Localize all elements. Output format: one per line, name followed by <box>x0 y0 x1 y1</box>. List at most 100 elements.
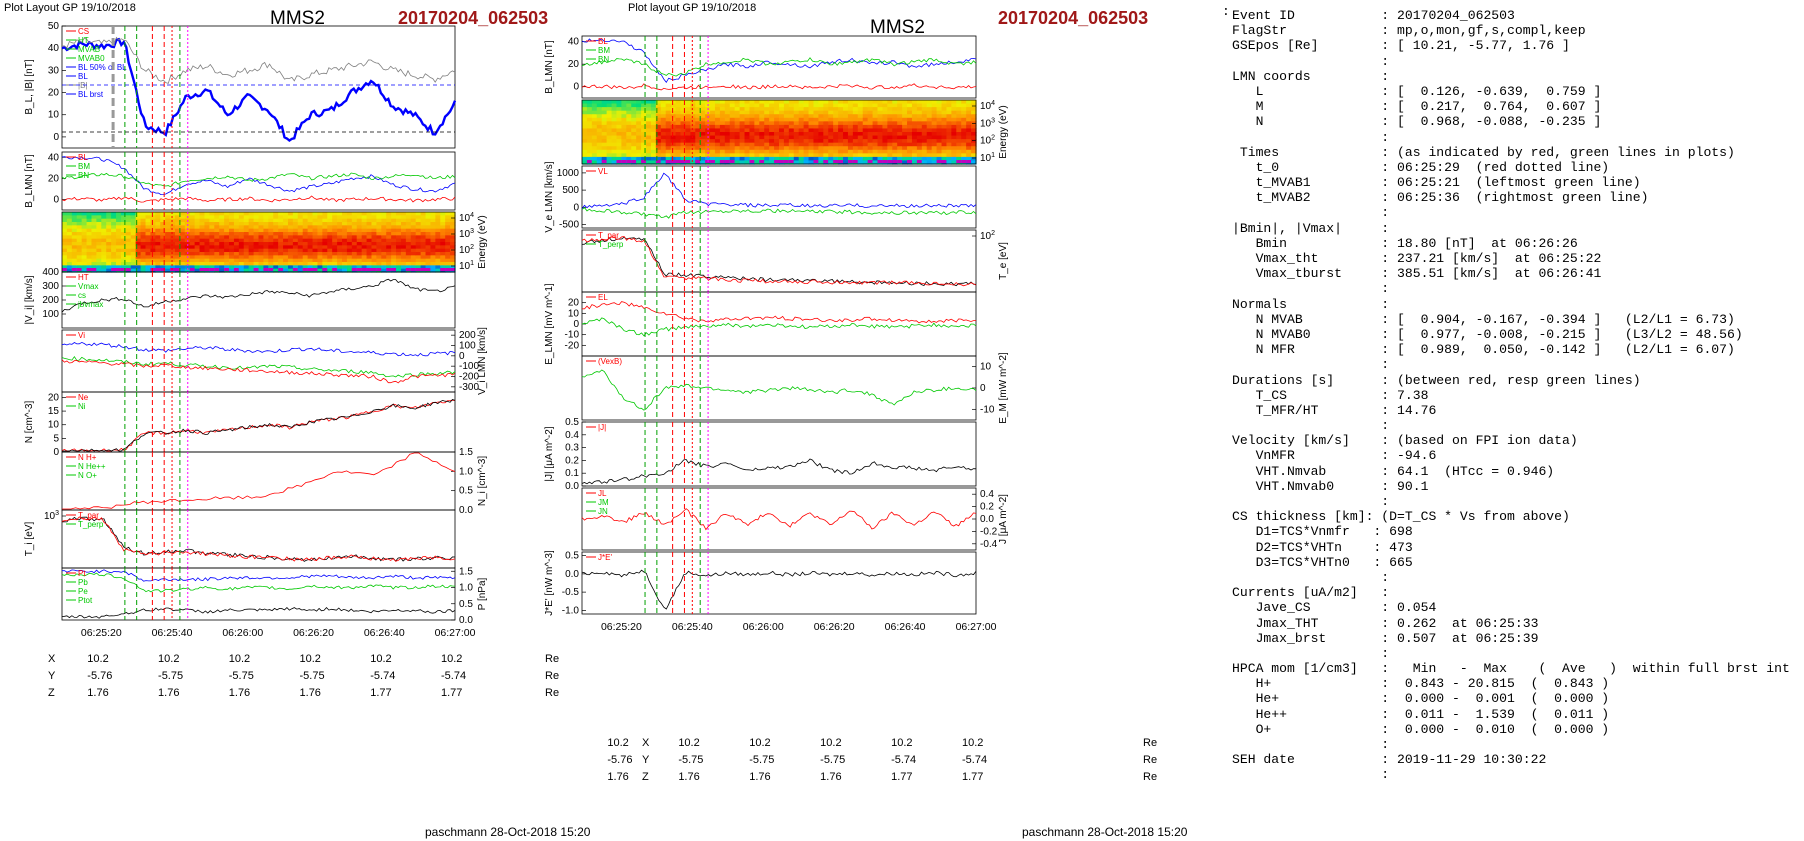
spectrogram-cell <box>337 262 343 266</box>
spectrogram-cell <box>705 153 711 158</box>
spectrogram-cell <box>828 146 834 151</box>
spectrogram-noise <box>111 268 117 271</box>
spectrogram-cell <box>189 215 196 220</box>
spectrogram-cell <box>376 215 382 220</box>
spectrogram-cell <box>371 252 377 256</box>
spectrogram-cell <box>189 242 196 246</box>
spectrogram-cell <box>204 238 210 243</box>
spectrogram-cell <box>700 103 706 108</box>
spectrogram-cell <box>263 225 269 230</box>
spectrogram-cell <box>71 232 78 236</box>
spectrogram-cell <box>769 107 775 112</box>
spectrogram-cell <box>116 228 122 233</box>
spectrogram-cell <box>902 107 908 112</box>
spectrogram-cell <box>238 248 245 253</box>
spectrogram-cell <box>106 238 112 243</box>
spectrogram-cell <box>798 132 805 137</box>
spectrogram-cell <box>415 232 422 236</box>
spectrogram-cell <box>445 215 451 220</box>
spectrogram-cell <box>769 139 775 144</box>
spectrogram-cell <box>601 142 608 147</box>
spectrogram-cell <box>386 248 392 253</box>
y-tick-label: -10 <box>565 330 580 341</box>
spectrogram-cell <box>803 153 810 158</box>
spectrogram-cell <box>209 218 215 223</box>
spectrogram-cell <box>410 232 417 236</box>
series-line <box>61 36 456 84</box>
spectrogram-cell <box>808 149 815 154</box>
spectrogram-cell <box>626 139 632 144</box>
spectrogram-cell <box>116 212 122 216</box>
spectrogram-cell <box>882 135 888 140</box>
spectrogram-cell <box>843 142 849 147</box>
spectrogram-cell <box>926 100 933 105</box>
spectrogram-noise <box>263 268 269 271</box>
spectrogram-cell <box>150 212 156 216</box>
spectrogram-cell <box>961 142 967 147</box>
spectrogram-cell <box>219 245 225 250</box>
spectrogram-cell <box>665 114 672 119</box>
spectrogram-cell <box>907 135 913 140</box>
spectrogram-cell <box>287 235 294 240</box>
spectrogram-cell <box>219 215 225 220</box>
spectrogram-cell <box>941 114 948 119</box>
spectrogram-cell <box>174 222 181 226</box>
spectrogram-cell <box>450 262 456 266</box>
spectrogram-cell <box>823 132 829 137</box>
spectrogram-cell <box>921 135 928 140</box>
spectrogram-cell <box>724 156 731 162</box>
spectrogram-cell <box>155 238 161 243</box>
y-tick-label: 20 <box>568 298 580 309</box>
spectrogram-cell <box>892 107 898 112</box>
spectrogram-cell <box>818 146 824 151</box>
spectrogram-cell <box>719 153 726 158</box>
spectrogram-cell <box>199 212 206 216</box>
spectrogram-cell <box>233 248 240 253</box>
spectrogram-cell <box>209 225 215 230</box>
spectrogram-noise <box>887 160 893 163</box>
spectrogram-cell <box>366 212 373 216</box>
spectrogram-cell <box>170 215 176 220</box>
spectrogram-cell <box>396 222 402 226</box>
spectrogram-cell <box>931 149 938 154</box>
spectrogram-cell <box>749 114 755 119</box>
spectrogram-cell <box>76 245 83 250</box>
spectrogram-cell <box>135 222 142 226</box>
spectrogram-cell <box>410 235 417 240</box>
spectrogram-cell <box>101 228 107 233</box>
spectrogram-cell <box>248 252 255 256</box>
spectrogram-cell <box>101 255 107 260</box>
spectrogram-cell <box>675 139 682 144</box>
spectrogram-cell <box>838 153 844 158</box>
spectrogram-cell <box>862 153 869 158</box>
spectrogram-cell <box>194 262 201 266</box>
spectrogram-cell <box>971 124 977 130</box>
spectrogram-cell <box>956 128 962 133</box>
spectrogram-cell <box>961 153 967 158</box>
spectrogram-cell <box>391 248 397 253</box>
spectrogram-cell <box>582 114 588 119</box>
spectrogram-cell <box>346 228 353 233</box>
spectrogram-cell <box>62 255 68 260</box>
spectrogram-cell <box>779 153 785 158</box>
position-value: -5.74 <box>370 670 396 682</box>
spectrogram-cell <box>356 252 363 256</box>
info-line: VnMFR : -94.6 <box>1232 448 1437 464</box>
spectrogram-cell <box>400 232 407 236</box>
spectrogram-cell <box>626 117 632 122</box>
y-axis-label: B_LMN [nT] <box>544 40 555 94</box>
spectrogram-cell <box>248 245 255 250</box>
spectrogram-cell <box>680 146 687 151</box>
spectrogram-cell <box>209 258 215 263</box>
spectrogram-cell <box>872 128 879 133</box>
spectrogram-cell <box>759 124 765 130</box>
spectrogram-cell <box>946 121 952 126</box>
spectrogram-cell <box>616 110 622 115</box>
spectrogram-cell <box>788 117 795 122</box>
spectrogram-cell <box>680 100 687 105</box>
spectrogram-cell <box>857 132 864 137</box>
spectrogram-cell <box>926 156 933 162</box>
spectrogram-cell <box>813 149 819 154</box>
y-tick-label: 0 <box>573 319 579 330</box>
spectrogram-cell <box>724 107 731 112</box>
